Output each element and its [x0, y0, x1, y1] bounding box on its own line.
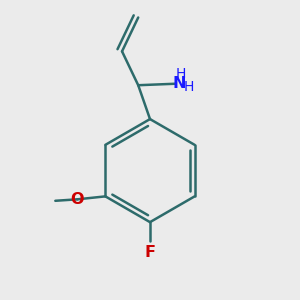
- Text: O: O: [71, 192, 84, 207]
- Text: H: H: [184, 80, 194, 94]
- Text: H: H: [176, 67, 186, 81]
- Text: F: F: [145, 245, 155, 260]
- Text: N: N: [173, 76, 186, 91]
